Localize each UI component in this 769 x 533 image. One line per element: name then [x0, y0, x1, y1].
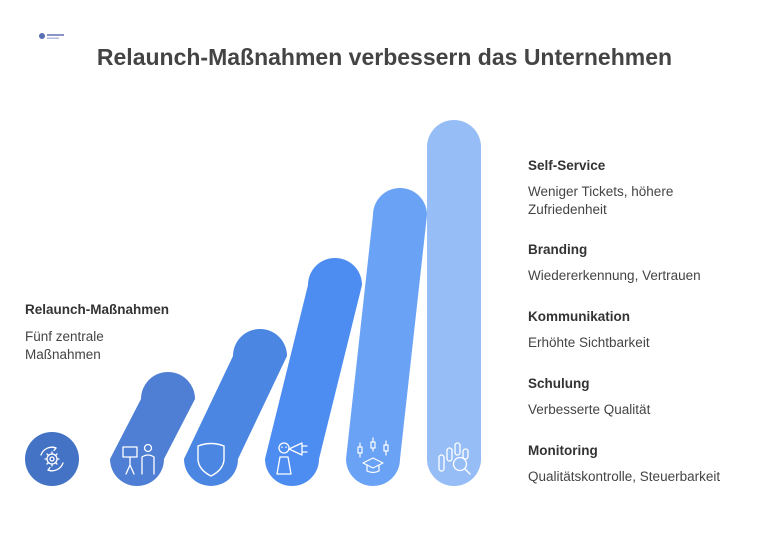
level-item-schulung: Schulung Verbesserte Qualität: [528, 376, 758, 419]
logo: [38, 29, 66, 41]
level-item-monitoring: Monitoring Qualitätskontrolle, Steuerbar…: [528, 443, 758, 486]
level-item-kommunikation: Kommunikation Erhöhte Sichtbarkeit: [528, 309, 758, 352]
level-description: Wiedererkennung, Vertrauen: [528, 268, 701, 283]
intro-circle: [25, 432, 79, 486]
level-description: Erhöhte Sichtbarkeit: [528, 335, 650, 350]
intro-block: Relaunch-Maßnahmen Fünf zentrale Maßnahm…: [25, 302, 195, 364]
level-bar-1: [110, 372, 195, 486]
level-bar-3: [265, 258, 362, 486]
gear-cycle-icon: [40, 446, 64, 472]
intro-description: Fünf zentrale Maßnahmen: [25, 329, 104, 362]
intro-heading: Relaunch-Maßnahmen: [25, 302, 170, 317]
level-heading: Self-Service: [528, 158, 606, 173]
level-item-branding: Branding Wiedererkennung, Vertrauen: [528, 242, 758, 285]
shield-icon: [197, 442, 225, 477]
graduation-chart-icon: [357, 437, 389, 474]
page-title: Relaunch-Maßnahmen verbessern das Untern…: [96, 44, 673, 70]
level-description: Verbesserte Qualität: [528, 402, 651, 417]
level-description: Weniger Tickets, höhere Zufriedenheit: [528, 184, 674, 217]
level-heading: Branding: [528, 242, 588, 257]
level-heading: Schulung: [528, 376, 590, 391]
level-description: Qualitätskontrolle, Steuerbarkeit: [528, 469, 721, 484]
level-bar-2: [184, 329, 287, 486]
level-bar-4: [346, 188, 427, 486]
level-heading: Monitoring: [528, 443, 598, 458]
level-item-self-service: Self-Service Weniger Tickets, höhere Zuf…: [528, 158, 758, 219]
level-bar-5: [427, 120, 481, 486]
magnifier-chart-icon: [438, 442, 471, 475]
level-heading: Kommunikation: [528, 309, 631, 324]
megaphone-person-icon: [276, 442, 308, 475]
presenter-board-icon: [122, 443, 155, 475]
